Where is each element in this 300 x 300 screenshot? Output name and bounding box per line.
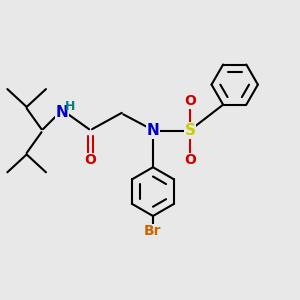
Text: O: O (85, 153, 97, 167)
Text: N: N (56, 105, 69, 120)
Text: O: O (184, 153, 196, 167)
Text: H: H (64, 100, 75, 113)
Text: S: S (184, 123, 196, 138)
Text: O: O (184, 94, 196, 108)
Text: Br: Br (144, 224, 162, 239)
Text: N: N (147, 123, 159, 138)
